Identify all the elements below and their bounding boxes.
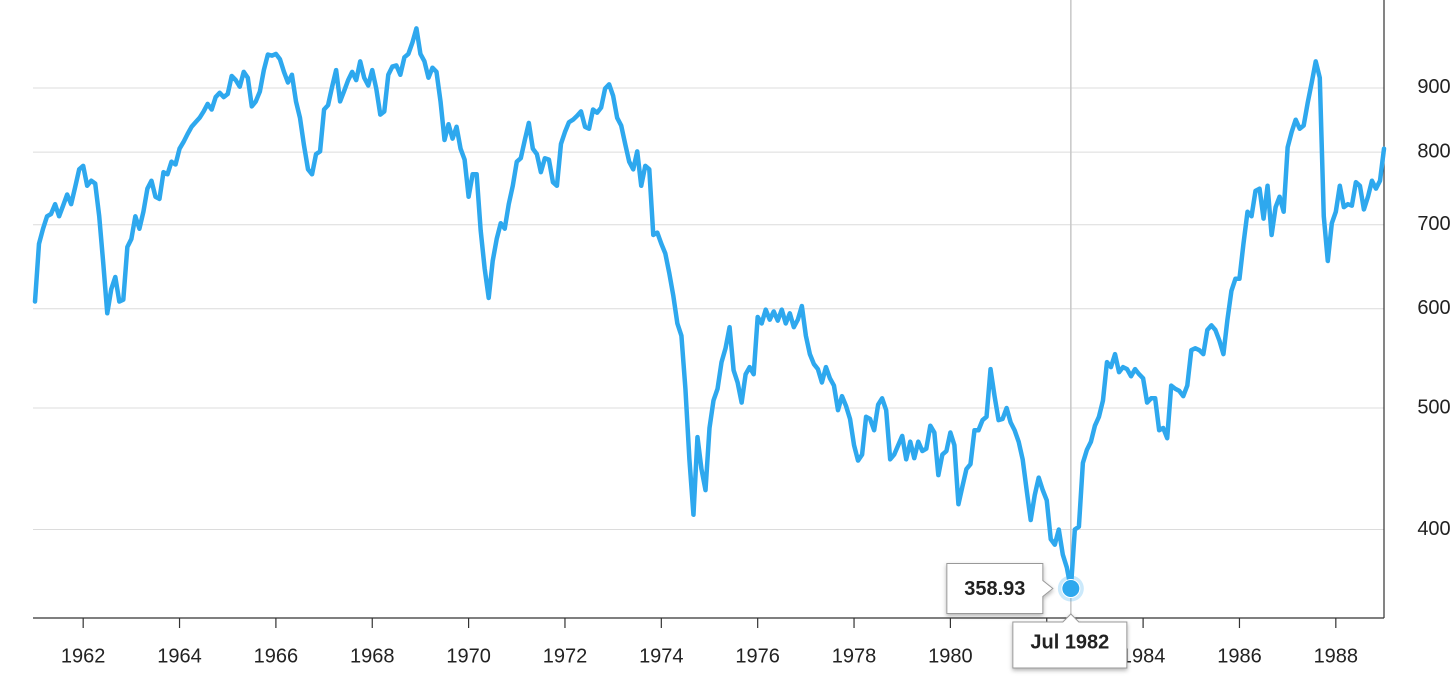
x-tick-label: 1974 bbox=[639, 645, 684, 667]
line-series bbox=[32, 26, 1387, 591]
x-tick-label: 1976 bbox=[735, 645, 780, 667]
value-tooltip bbox=[946, 562, 1054, 614]
x-tick-label: 1968 bbox=[350, 645, 395, 667]
x-tick-label: 1986 bbox=[1217, 645, 1262, 667]
x-tick-label: 1978 bbox=[832, 645, 877, 667]
x-tick-label: 1962 bbox=[61, 645, 106, 667]
date-tooltip bbox=[1012, 613, 1128, 669]
x-tick-label: 1984 bbox=[1121, 645, 1166, 667]
value-tooltip-text: 358.93 bbox=[964, 578, 1025, 600]
x-tick-label: 1980 bbox=[928, 645, 973, 667]
y-tick-label: 400 bbox=[1417, 518, 1450, 540]
y-tick-label: 900 bbox=[1417, 76, 1450, 98]
y-tick-label: 600 bbox=[1417, 297, 1450, 319]
x-tick-label: 1972 bbox=[543, 645, 588, 667]
x-tick-label: 1964 bbox=[157, 645, 202, 667]
x-tick-label: 1988 bbox=[1314, 645, 1359, 667]
date-tooltip-box bbox=[1012, 613, 1128, 669]
y-tick-label: 700 bbox=[1417, 213, 1450, 235]
y-tick-label: 500 bbox=[1417, 396, 1450, 418]
value-tooltip-box bbox=[946, 562, 1054, 614]
x-tick-label: 1966 bbox=[254, 645, 299, 667]
hover-point bbox=[1061, 578, 1081, 598]
date-tooltip-text: Jul 1982 bbox=[1030, 631, 1109, 653]
x-tick-label: 1970 bbox=[446, 645, 491, 667]
y-tick-label: 800 bbox=[1417, 140, 1450, 162]
